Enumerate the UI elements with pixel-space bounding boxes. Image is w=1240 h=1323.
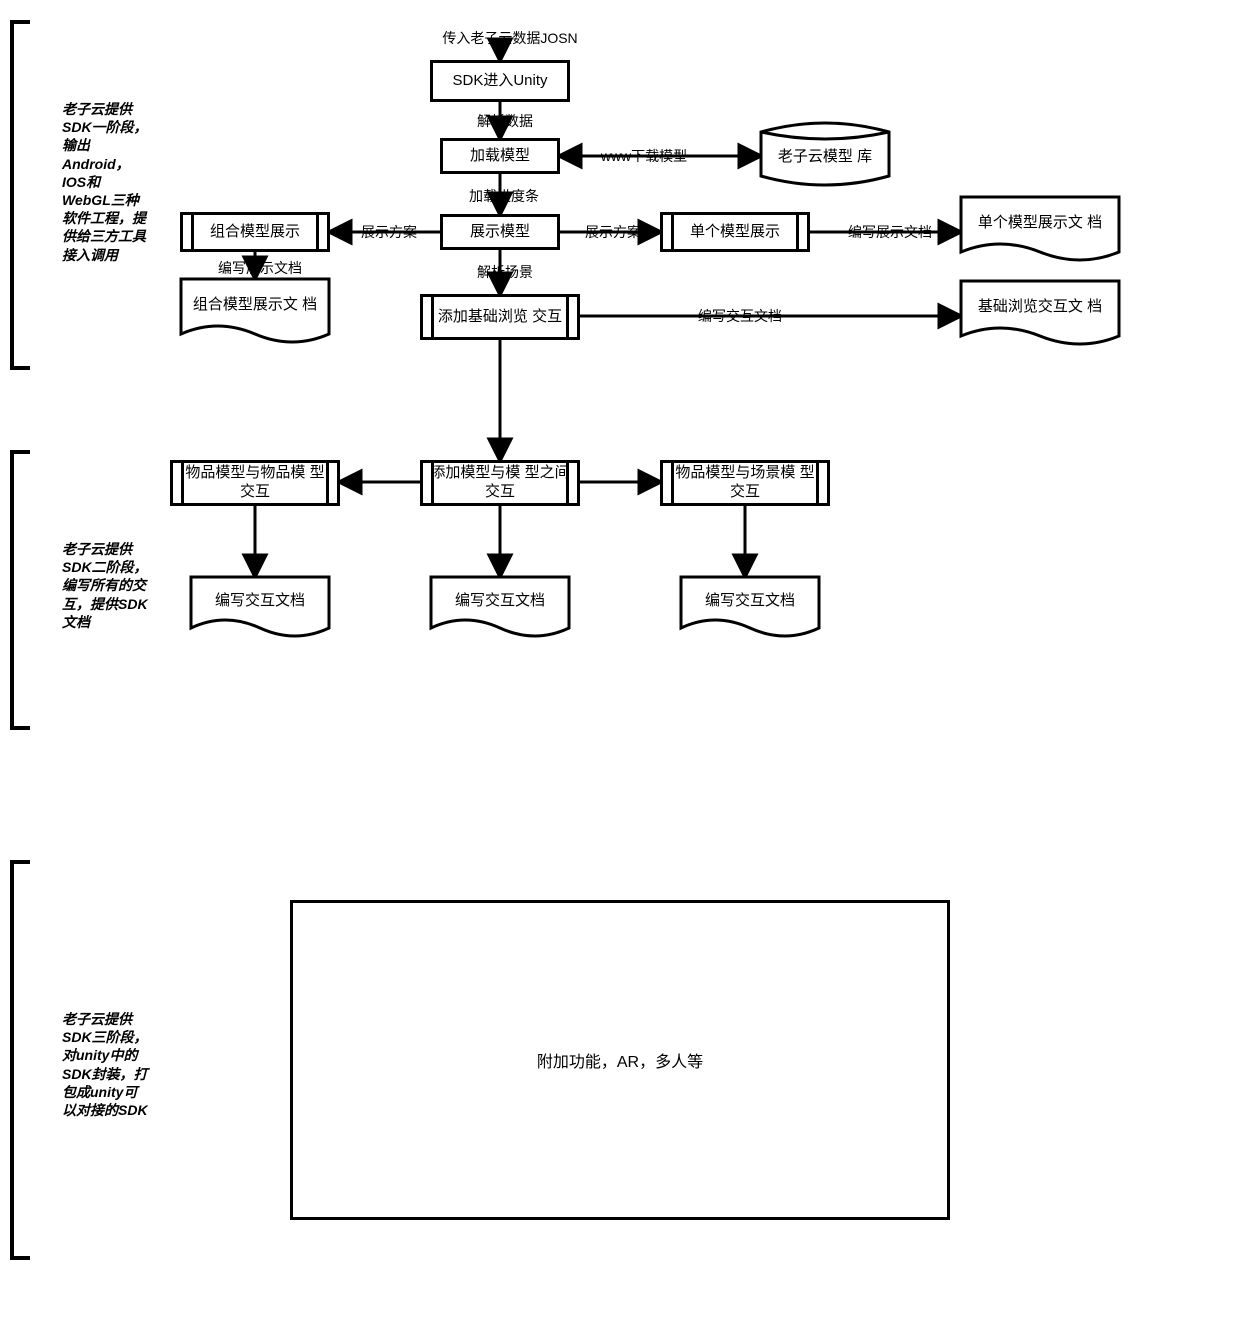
edge-label: 展示方案 (354, 224, 424, 242)
edge-label: 解析场景 (470, 264, 540, 282)
node-load: 加载模型 (440, 138, 560, 174)
node-idoc3: 编写交互文档 (680, 576, 820, 626)
edge-label: 编写交互文档 (690, 308, 790, 326)
node-show: 展示模型 (440, 214, 560, 250)
node-addmm: 添加模型与模 型之间交互 (420, 460, 580, 506)
section-caption: 老子云提供 SDK二阶段， 编写所有的交 互，提供SDK 文档 (62, 540, 172, 631)
node-objscene: 物品模型与场景模 型交互 (660, 460, 830, 506)
node-db: 老子云模型 库 (760, 134, 890, 180)
node-combodoc: 组合模型展示文 档 (180, 278, 330, 332)
section-caption: 老子云提供 SDK一阶段， 输出 Android， IOS和 WebGL三种 软… (62, 100, 172, 264)
edge-label: 展示方案 (578, 224, 648, 242)
node-idoc2: 编写交互文档 (430, 576, 570, 626)
edge-label: www下载模型 (584, 148, 704, 166)
edge-label: 传入老子云数据JOSN (420, 30, 600, 48)
section-caption: 老子云提供 SDK三阶段， 对unity中的 SDK封装，打 包成unity可 … (62, 1010, 172, 1119)
section-bracket (10, 20, 30, 370)
node-sdk: SDK进入Unity (430, 60, 570, 102)
node-single: 单个模型展示 (660, 212, 810, 252)
section-bracket (10, 860, 30, 1260)
node-idoc1: 编写交互文档 (190, 576, 330, 626)
node-singledoc: 单个模型展示文 档 (960, 196, 1120, 250)
node-combo: 组合模型展示 (180, 212, 330, 252)
section-bracket (10, 450, 30, 730)
edge-label: 加载进度条 (464, 188, 544, 206)
node-bigbox: 附加功能，AR，多人等 (290, 900, 950, 1220)
node-basedoc: 基础浏览交互文 档 (960, 280, 1120, 334)
edge-label: 编写展示文档 (210, 260, 310, 278)
node-objobj: 物品模型与物品模 型交互 (170, 460, 340, 506)
edge-label: 编写展示文档 (840, 224, 940, 242)
node-addbase: 添加基础浏览 交互 (420, 294, 580, 340)
edge-label: 解析数据 (470, 113, 540, 131)
